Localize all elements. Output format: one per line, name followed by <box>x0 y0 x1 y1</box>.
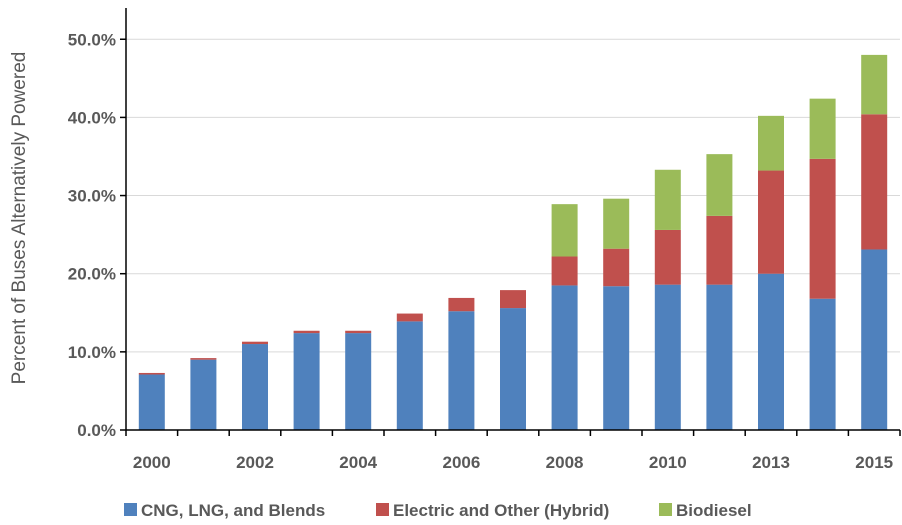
bar-segment <box>500 308 526 430</box>
bar-segment <box>500 290 526 309</box>
y-tick-label: 50.0% <box>68 30 116 49</box>
y-axis-label: Percent of Buses Alternatively Powered <box>9 52 30 385</box>
bar-segment <box>861 249 888 430</box>
bar-segment <box>345 330 372 334</box>
bar-segment <box>190 359 217 430</box>
bar-segment <box>396 321 423 430</box>
x-tick-label: 2013 <box>752 453 790 472</box>
bar-segment <box>654 169 681 230</box>
legend-swatch <box>659 503 672 516</box>
bar-segment <box>551 285 578 430</box>
bar-segment <box>396 313 423 322</box>
bar-segment <box>861 54 888 115</box>
bar-segment <box>603 248 630 287</box>
bar-segment <box>242 344 268 430</box>
x-tick-label: 2002 <box>236 453 274 472</box>
y-tick-label: 20.0% <box>68 265 116 284</box>
bar-segment <box>138 374 165 430</box>
bar-segment <box>293 333 320 430</box>
legend-swatch <box>376 503 389 516</box>
bar-segment <box>448 311 475 430</box>
bar-segment <box>603 198 630 249</box>
bar-segment <box>138 372 165 375</box>
legend-label: Biodiesel <box>676 501 752 520</box>
y-tick-label: 30.0% <box>68 187 116 206</box>
bar-segment <box>603 286 630 430</box>
legend-swatch <box>124 503 137 516</box>
x-tick-label: 2006 <box>442 453 480 472</box>
legend: CNG, LNG, and Blends Electric and Other (… <box>124 501 752 520</box>
bar-segment <box>809 298 836 430</box>
bars <box>138 54 888 430</box>
x-tick-label: 2010 <box>649 453 687 472</box>
bar-segment <box>345 333 372 430</box>
legend-label: Electric and Other (Hybrid) <box>393 501 609 520</box>
bar-segment <box>758 273 784 430</box>
bar-segment <box>654 229 681 285</box>
bar-segment <box>190 358 217 360</box>
axes: 0.0% 10.0% 20.0% 30.0% 40.0% 50.0% 2000 2002 200… <box>68 8 901 472</box>
bar-segment <box>242 341 268 345</box>
legend-label: CNG, LNG, and Blends <box>141 501 325 520</box>
bar-segment <box>758 115 784 171</box>
x-tick-label: 2008 <box>546 453 584 472</box>
x-tick-label: 2015 <box>855 453 893 472</box>
bar-segment <box>706 154 733 216</box>
bar-segment <box>706 284 733 430</box>
bar-segment <box>448 297 475 312</box>
bar-segment <box>706 215 733 285</box>
x-tick-label: 2004 <box>339 453 377 472</box>
bar-segment <box>758 170 784 274</box>
bar-segment <box>809 98 836 159</box>
bar-segment <box>861 114 888 250</box>
bar-segment <box>654 284 681 430</box>
bar-segment <box>809 158 836 299</box>
bar-segment <box>551 256 578 286</box>
bar-segment <box>551 204 578 257</box>
y-tick-label: 10.0% <box>68 343 116 362</box>
bar-segment <box>293 330 320 334</box>
x-tick-label: 2000 <box>133 453 171 472</box>
y-tick-label: 40.0% <box>68 108 116 127</box>
y-tick-label: 0.0% <box>77 421 116 440</box>
